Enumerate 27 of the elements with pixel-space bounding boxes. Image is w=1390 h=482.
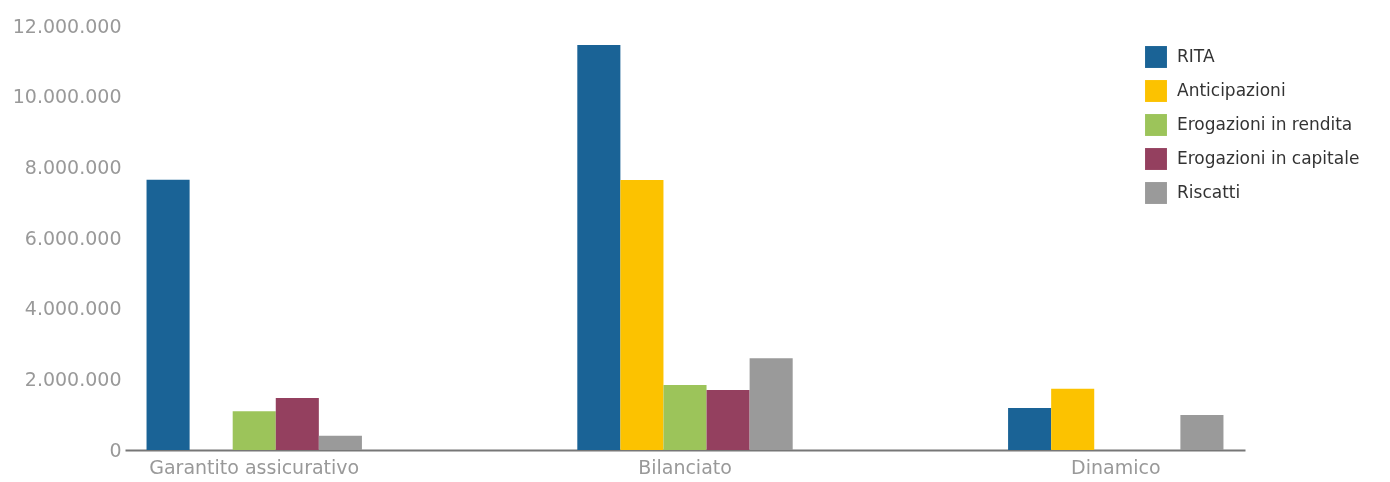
bar — [749, 358, 793, 450]
legend-label: Anticipazioni — [1177, 80, 1286, 100]
bar — [146, 179, 190, 450]
legend-label: RITA — [1177, 46, 1215, 66]
legend-label: Erogazioni in capitale — [1177, 148, 1360, 168]
bar — [620, 180, 664, 450]
bar — [232, 411, 276, 450]
y-tick-label: 2.000.000 — [24, 367, 122, 390]
y-tick-label: 4.000.000 — [24, 297, 122, 320]
bar — [318, 435, 362, 450]
x-tick-label: Bilanciato — [638, 455, 732, 478]
y-tick-label: 12.000.000 — [12, 14, 122, 37]
bar — [1180, 415, 1224, 450]
bar — [706, 389, 750, 450]
bar — [663, 384, 707, 450]
x-tick-label: Dinamico — [1071, 455, 1161, 478]
bar — [1008, 407, 1052, 450]
bar — [577, 45, 621, 450]
y-tick-label: 0 — [109, 438, 122, 461]
y-tick-label: 6.000.000 — [24, 226, 122, 249]
y-tick-label: 8.000.000 — [24, 155, 122, 178]
legend-label: Riscatti — [1177, 182, 1241, 202]
bar — [275, 398, 319, 450]
legend-label: Erogazioni in rendita — [1177, 114, 1353, 134]
bar — [1051, 388, 1095, 450]
x-tick-label: Garantito assicurativo — [149, 455, 360, 478]
y-tick-label: 10.000.000 — [12, 85, 122, 108]
